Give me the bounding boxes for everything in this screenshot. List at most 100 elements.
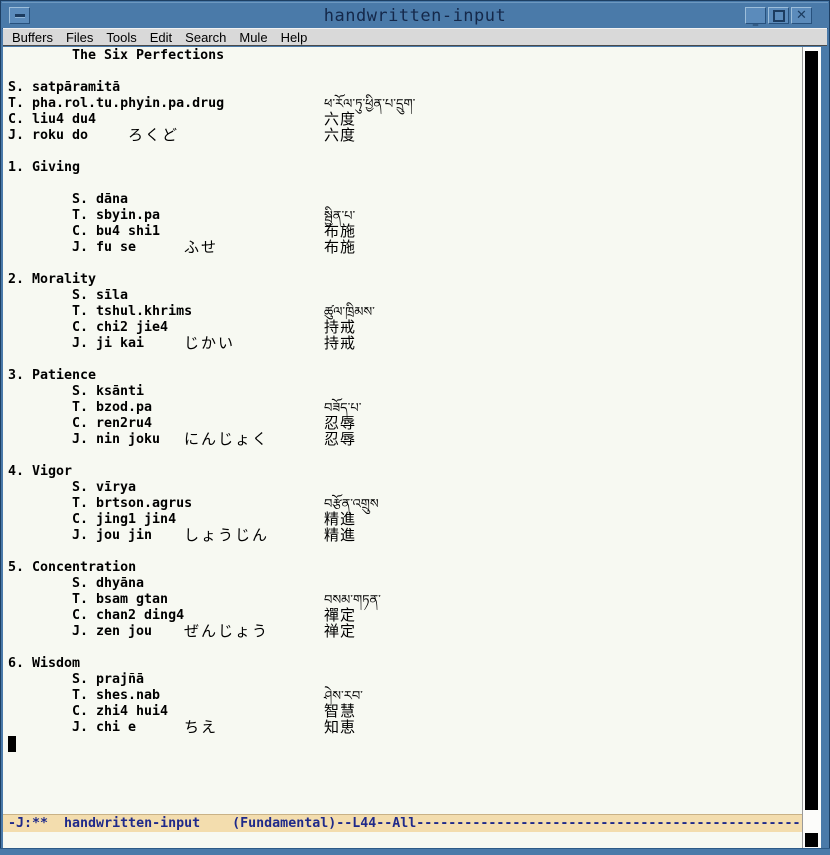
tibetan-text: ཤེས་རབ་ xyxy=(324,689,363,704)
latin-text: 2. Morality xyxy=(8,272,97,287)
menu-item-tools[interactable]: Tools xyxy=(106,29,137,45)
menu-item-edit[interactable]: Edit xyxy=(149,29,173,45)
latin-text: T. bsam gtan xyxy=(72,592,169,607)
buffer-background xyxy=(3,47,802,814)
buffer-line: T. shes.nab ཤེས་རབ་ xyxy=(0,688,820,704)
buffer-line: J. chi e ちえ 知恵 xyxy=(0,718,820,736)
latin-text: C. bu4 shi1 xyxy=(72,224,161,239)
kana-text: じかい xyxy=(184,334,236,352)
menu-item-mule[interactable]: Mule xyxy=(239,29,268,45)
latin-text: T. tshul.khrims xyxy=(72,304,193,319)
buffer-line: 2. Morality xyxy=(0,272,820,288)
buffer-line: C. liu4 du4 六度 xyxy=(0,110,820,128)
buffer-line: S. vīrya xyxy=(0,480,820,496)
minibuffer[interactable] xyxy=(3,832,802,848)
titlebar[interactable]: handwritten-input _ ✕ xyxy=(2,2,828,29)
kana-text: ふせ xyxy=(184,238,219,256)
buffer-line: T. tshul.khrims ཚུལ་ཁྲིམས་ xyxy=(0,304,820,320)
latin-text: S. dāna xyxy=(72,192,129,207)
latin-text: C. ren2ru4 xyxy=(72,416,153,431)
buffer-line: J. ji kai じかい 持戒 xyxy=(0,334,820,352)
modeline: -J:** handwritten-input (Fundamental)--L… xyxy=(3,814,802,832)
cjk-text: 禪定 xyxy=(324,606,357,624)
close-button[interactable]: ✕ xyxy=(791,7,812,24)
menu-item-files[interactable]: Files xyxy=(65,29,94,45)
cjk-text: 六度 xyxy=(324,110,357,128)
latin-text: S. vīrya xyxy=(72,480,137,495)
buffer-lines[interactable]: The Six Perfections S. satpāramitā T. pha.… xyxy=(0,0,830,814)
cjk-text: 持戒 xyxy=(324,318,357,336)
tibetan-text: སྦྱིན་པ་ xyxy=(324,209,356,224)
latin-text: T. pha.rol.tu.phyin.pa.drug xyxy=(8,96,225,111)
tibetan-text: བཟོད་པ་ xyxy=(324,401,362,416)
kana-text: しょうじん xyxy=(184,526,270,544)
latin-text: C. jing1 jin4 xyxy=(72,512,177,527)
latin-text: The Six Perfections xyxy=(72,48,225,63)
buffer-line: S. ksānti xyxy=(0,384,820,400)
cjk-text: 忍辱 xyxy=(324,414,357,432)
buffer-line: T. bzod.pa བཟོད་པ་ xyxy=(0,400,820,416)
latin-text: C. liu4 du4 xyxy=(8,112,97,127)
buffer-line: T. pha.rol.tu.phyin.pa.drug ཕ་རོལ་ཏུ་ཕྱིན… xyxy=(0,96,820,112)
cjk-text: 布施 xyxy=(324,222,357,240)
buffer-line: J. jou jin しょうじん 精進 xyxy=(0,526,820,544)
latin-text: 5. Concentration xyxy=(8,560,137,575)
buffer-line: S. satpāramitā xyxy=(0,80,820,96)
minibuffer-scrollbar-thumb[interactable] xyxy=(805,833,818,847)
buffer-line: 3. Patience xyxy=(0,368,820,384)
latin-text: J. roku do xyxy=(8,128,89,143)
latin-text: T. shes.nab xyxy=(72,688,161,703)
latin-text: C. zhi4 hui4 xyxy=(72,704,169,719)
buffer-line: 4. Vigor xyxy=(0,464,820,480)
window-menu-button[interactable] xyxy=(9,7,30,24)
buffer-line: S. sīla xyxy=(0,288,820,304)
latin-text: S. sīla xyxy=(72,288,129,303)
tibetan-text: ཕ་རོལ་ཏུ་ཕྱིན་པ་དྲུག་ xyxy=(324,97,416,112)
buffer-line: C. chi2 jie4 持戒 xyxy=(0,318,820,336)
buffer-line: C. zhi4 hui4 智慧 xyxy=(0,702,820,720)
text-cursor xyxy=(8,736,16,752)
buffer-line: T. bsam gtan བསམ་གཏན་ xyxy=(0,592,820,608)
kana-text: にんじょく xyxy=(184,430,270,448)
menu-item-help[interactable]: Help xyxy=(280,29,308,45)
close-icon: ✕ xyxy=(796,8,807,23)
latin-text: C. chan2 ding4 xyxy=(72,608,185,623)
latin-text: 1. Giving xyxy=(8,160,81,175)
buffer-line: J. zen jou ぜんじょう 禅定 xyxy=(0,622,820,640)
buffer-line: J. nin joku にんじょく 忍辱 xyxy=(0,430,820,448)
maximize-button[interactable] xyxy=(768,7,789,24)
tibetan-text: ཚུལ་ཁྲིམས་ xyxy=(324,305,375,320)
scrollbar-thumb[interactable] xyxy=(805,51,818,810)
cjk-text: 六度 xyxy=(324,126,357,144)
buffer-line: T. sbyin.pa སྦྱིན་པ་ xyxy=(0,208,820,224)
menubar: Buffers Files Tools Edit Search Mule Help xyxy=(3,28,827,46)
window-menu-dash-icon xyxy=(14,14,25,17)
latin-text: T. brtson.agrus xyxy=(72,496,193,511)
cjk-text: 忍辱 xyxy=(324,430,357,448)
latin-text: C. chi2 jie4 xyxy=(72,320,169,335)
latin-text: J. jou jin xyxy=(72,528,153,543)
latin-text: S. satpāramitā xyxy=(8,80,121,95)
tibetan-text: བསམ་གཏན་ xyxy=(324,593,381,608)
latin-text: T. bzod.pa xyxy=(72,400,153,415)
menu-item-search[interactable]: Search xyxy=(185,29,227,45)
minimize-button[interactable]: _ xyxy=(745,7,766,26)
cjk-text: 精進 xyxy=(324,526,357,544)
buffer-line: J. roku do ろくど 六度 xyxy=(0,126,820,144)
cjk-text: 知恵 xyxy=(324,718,357,736)
menu-item-buffers[interactable]: Buffers xyxy=(12,29,53,45)
kana-text: ろくど xyxy=(128,126,180,144)
kana-text: ぜんじょう xyxy=(184,622,270,640)
latin-text: 4. Vigor xyxy=(8,464,73,479)
cjk-text: 禅定 xyxy=(324,622,357,640)
maximize-icon xyxy=(772,9,785,22)
minimize-icon: _ xyxy=(752,13,759,26)
buffer-line: 1. Giving xyxy=(0,160,820,176)
buffer-line: The Six Perfections xyxy=(0,48,820,64)
cjk-text: 智慧 xyxy=(324,702,357,720)
latin-text: J. nin joku xyxy=(72,432,161,447)
buffer-line: 6. Wisdom xyxy=(0,656,820,672)
latin-text: 6. Wisdom xyxy=(8,656,81,671)
latin-text: J. zen jou xyxy=(72,624,153,639)
